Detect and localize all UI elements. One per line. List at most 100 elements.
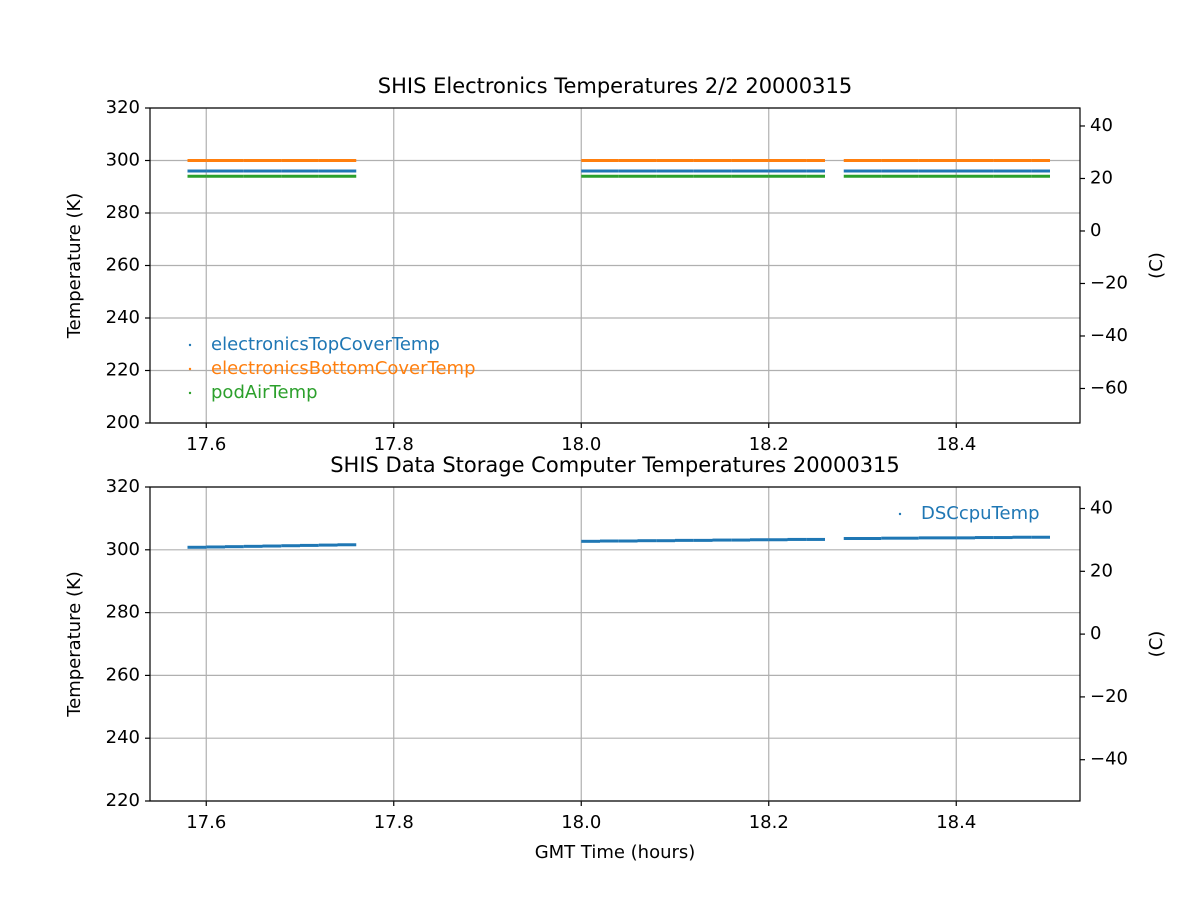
- data-point: [693, 538, 713, 542]
- data-point: [750, 159, 769, 162]
- data-point: [206, 174, 225, 178]
- data-point: [862, 169, 882, 173]
- data-point: [1012, 535, 1032, 539]
- data-point: [581, 169, 600, 173]
- y2-tick-label: 0: [1090, 220, 1101, 241]
- legend-label: electronicsBottomCoverTemp: [211, 358, 476, 379]
- legend-label: DSCcpuTemp: [921, 503, 1040, 524]
- data-point: [693, 174, 713, 178]
- data-point: [956, 536, 975, 540]
- legend-marker: [898, 512, 902, 516]
- data-point: [750, 538, 769, 542]
- data-point: [187, 174, 207, 178]
- y2-axis-label: (C): [1146, 631, 1167, 658]
- data-point: [1012, 159, 1032, 162]
- data-point: [225, 159, 244, 162]
- data-point: [693, 169, 713, 173]
- data-point: [225, 174, 244, 178]
- data-point: [262, 544, 282, 548]
- data-point: [712, 174, 732, 178]
- chart-title: SHIS Electronics Temperatures 2/2 200003…: [378, 74, 852, 98]
- data-point: [731, 169, 750, 173]
- x-tick-label: 17.8: [374, 434, 414, 455]
- data-point: [787, 174, 807, 178]
- y2-tick-label: 20: [1090, 560, 1113, 581]
- data-point: [937, 169, 957, 173]
- data-point: [300, 174, 319, 178]
- data-point: [881, 169, 900, 173]
- data-point: [693, 159, 713, 162]
- data-point: [731, 174, 750, 178]
- data-point: [656, 539, 675, 543]
- data-point: [262, 159, 282, 162]
- data-point: [975, 536, 994, 540]
- data-point: [1031, 535, 1050, 539]
- data-point: [187, 159, 207, 162]
- data-point: [806, 169, 825, 173]
- data-point: [975, 169, 994, 173]
- data-point: [900, 169, 919, 173]
- data-point: [862, 174, 882, 178]
- y-tick-label: 200: [106, 412, 140, 433]
- data-point: [581, 174, 600, 178]
- y-tick-label: 280: [106, 602, 140, 623]
- x-tick-label: 18.4: [936, 812, 976, 833]
- data-point: [843, 174, 863, 178]
- y2-tick-label: −60: [1090, 377, 1128, 398]
- x-tick-label: 17.8: [374, 812, 414, 833]
- data-point: [768, 169, 788, 173]
- data-point: [993, 159, 1013, 162]
- y2-tick-label: −40: [1090, 749, 1128, 770]
- data-point: [581, 539, 600, 543]
- data-point: [225, 545, 244, 549]
- data-point: [675, 174, 694, 178]
- legend-label: electronicsTopCoverTemp: [211, 334, 440, 355]
- data-point: [881, 159, 900, 162]
- data-point: [975, 159, 994, 162]
- data-point: [975, 174, 994, 178]
- x-tick-label: 18.4: [936, 434, 976, 455]
- data-point: [337, 174, 357, 178]
- y2-tick-label: 20: [1090, 167, 1113, 188]
- data-point: [881, 174, 900, 178]
- data-point: [600, 174, 619, 178]
- data-point: [1031, 174, 1050, 178]
- y-tick-label: 320: [106, 476, 140, 497]
- data-point: [768, 159, 788, 162]
- y2-tick-label: 40: [1090, 115, 1113, 136]
- data-point: [843, 159, 863, 162]
- data-point: [937, 159, 957, 162]
- data-point: [675, 169, 694, 173]
- data-point: [243, 169, 263, 173]
- data-point: [187, 545, 207, 549]
- data-point: [187, 169, 207, 173]
- data-point: [731, 159, 750, 162]
- data-point: [318, 543, 338, 547]
- x-tick-label: 18.2: [749, 812, 789, 833]
- data-point: [675, 159, 694, 162]
- data-point: [862, 536, 882, 540]
- data-point: [243, 174, 263, 178]
- data-point: [918, 536, 938, 540]
- data-point: [600, 159, 619, 162]
- data-point: [1012, 174, 1032, 178]
- data-point: [318, 169, 338, 173]
- y-tick-label: 280: [106, 202, 140, 223]
- data-point: [862, 159, 882, 162]
- data-point: [206, 545, 225, 549]
- x-tick-label: 18.0: [561, 434, 601, 455]
- data-point: [318, 174, 338, 178]
- data-point: [900, 159, 919, 162]
- chart-title: SHIS Data Storage Computer Temperatures …: [330, 453, 900, 477]
- data-point: [675, 538, 694, 542]
- data-point: [281, 544, 300, 548]
- x-axis-label: GMT Time (hours): [535, 842, 696, 863]
- y-tick-label: 220: [106, 790, 140, 811]
- data-point: [618, 539, 638, 543]
- y-tick-label: 240: [106, 727, 140, 748]
- data-point: [806, 159, 825, 162]
- data-point: [243, 159, 263, 162]
- data-point: [712, 169, 732, 173]
- data-point: [750, 169, 769, 173]
